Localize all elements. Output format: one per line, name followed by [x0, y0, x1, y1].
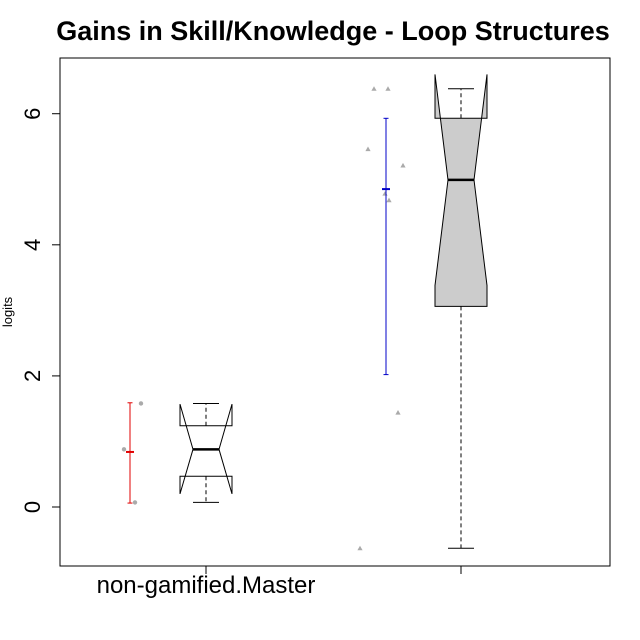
- group-2-point-7: [357, 545, 363, 551]
- chart-marks: [121, 74, 488, 551]
- y-tick-label-1: 2: [20, 370, 45, 382]
- group-2-point-1: [385, 86, 391, 91]
- x-tick-label-0: non-gamified.Master: [97, 572, 316, 599]
- group-2-point-4: [382, 191, 388, 196]
- group-2-box: [434, 74, 488, 307]
- group-1-point-2: [138, 401, 144, 406]
- group-2-point-5: [386, 197, 392, 203]
- y-tick-label-3: 6: [20, 108, 45, 120]
- group-2-point-6: [395, 410, 401, 415]
- group-2-point-2: [365, 146, 371, 152]
- group-1: [121, 401, 233, 505]
- group-2: [357, 74, 488, 551]
- group-2-point-0: [371, 86, 377, 91]
- group-1-point-0: [121, 447, 127, 452]
- y-tick-label-0: 0: [20, 501, 45, 513]
- group-2-point-3: [400, 162, 406, 168]
- y-tick-label-2: 4: [20, 239, 45, 251]
- y-axis-label: logits: [0, 296, 15, 327]
- group-1-point-1: [132, 500, 138, 505]
- axes: 0 2 4 6 non-gamified.Master: [20, 108, 462, 599]
- plot-frame: [59, 57, 611, 567]
- chart-title: Gains in Skill/Knowledge - Loop Structur…: [56, 16, 610, 46]
